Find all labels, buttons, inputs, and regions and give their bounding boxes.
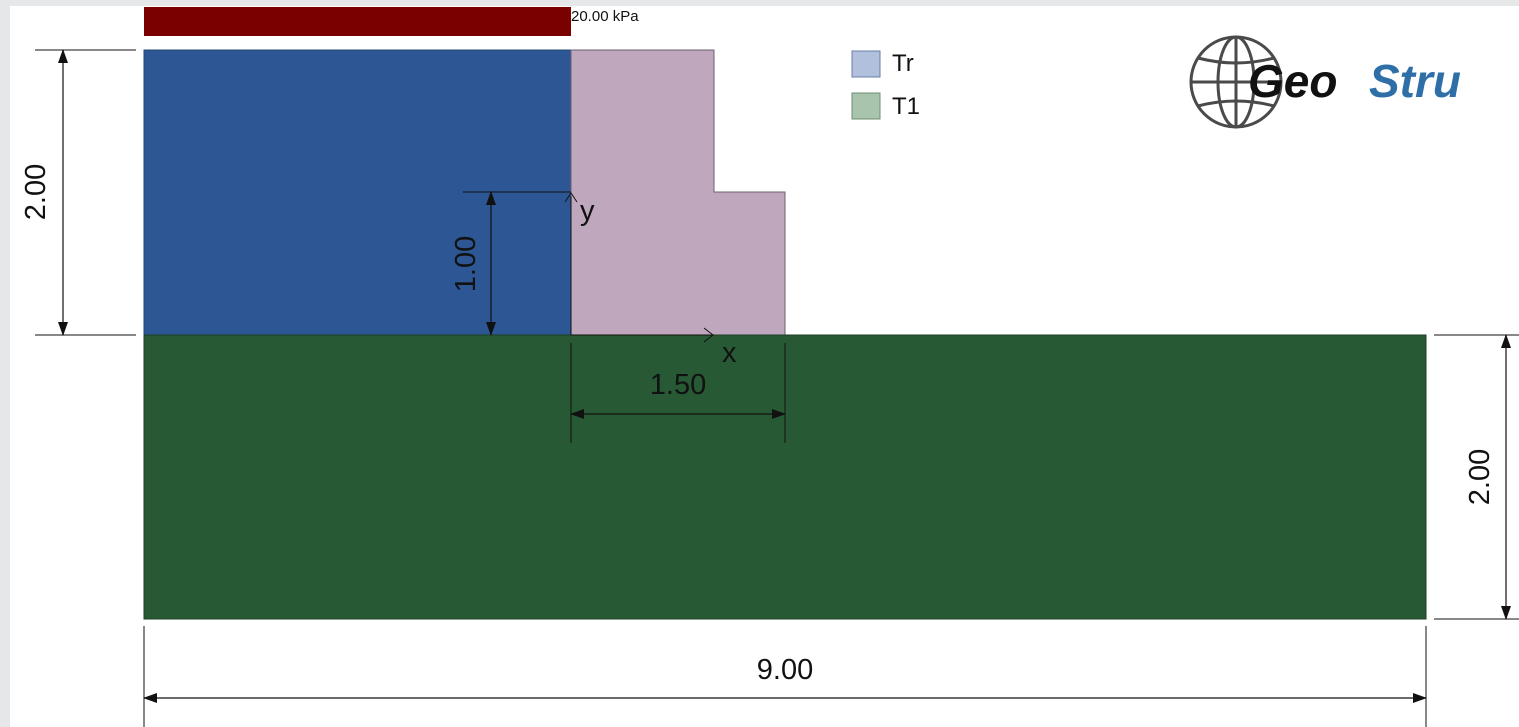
left-height-label: 2.00: [20, 164, 52, 220]
drawing-canvas: 20.00 kPa 2.00 1.00 1.50 2.00 9.00 y x: [10, 6, 1519, 727]
legend-swatch-tr: [851, 50, 881, 78]
dimension-lines: [58, 49, 1511, 703]
retaining-wall: [570, 49, 786, 336]
extension-lines: [35, 49, 1519, 727]
section-drawing: 20.00 kPa 2.00 1.00 1.50 2.00 9.00 y x: [20, 7, 1519, 727]
base-width-label: 1.50: [650, 369, 706, 401]
legend-swatch-t1: [851, 92, 881, 120]
legend-label-tr: Tr: [892, 50, 914, 77]
x-axis-label: x: [722, 337, 737, 369]
globe-icon: [1189, 35, 1283, 129]
y-axis-label: y: [580, 195, 595, 227]
legend-label-t1: T1: [892, 93, 920, 120]
surcharge-load-label: 20.00 kPa: [571, 8, 639, 25]
total-width-label: 9.00: [757, 654, 813, 686]
right-height-label: 2.00: [1464, 449, 1496, 505]
geostru-logo: Geo Stru: [1189, 35, 1461, 129]
logo-text-stru: Stru: [1369, 55, 1461, 107]
legend: Tr T1: [851, 50, 920, 120]
logo-text-geo: Geo: [1248, 55, 1337, 107]
surcharge-load-bar: [144, 7, 571, 36]
step-height-label: 1.00: [450, 236, 482, 292]
local-axes: [564, 192, 714, 343]
